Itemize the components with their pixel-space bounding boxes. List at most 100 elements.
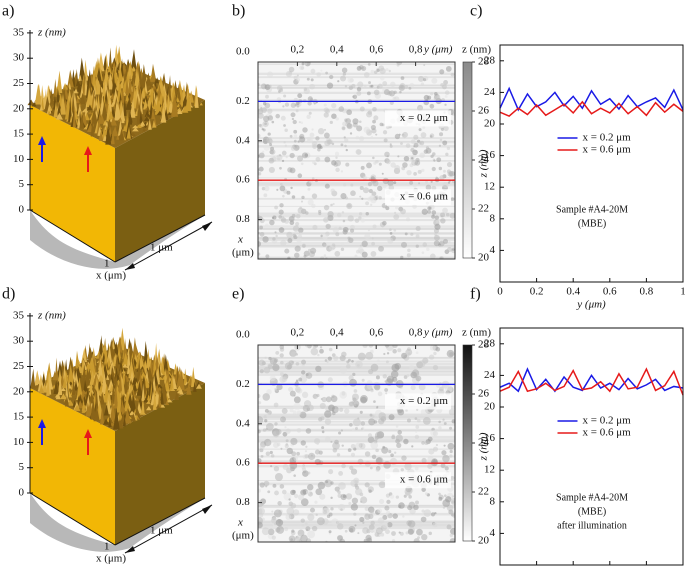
map-grain: [348, 501, 352, 505]
map-grain: [446, 161, 453, 168]
map-grain: [387, 179, 394, 187]
series-line: [499, 86, 684, 112]
map-grain: [341, 67, 348, 73]
map-grain: [431, 210, 437, 215]
map-grain: [368, 524, 375, 531]
map-grain: [444, 494, 447, 498]
surface-panel: a) 0 5 10 15 20 25 30 35 z (nm) 1 μm 1x (μm): [2, 3, 213, 282]
z-tick-label: 15: [13, 411, 25, 423]
map-grain: [404, 462, 412, 471]
map-grain: [285, 156, 288, 159]
map-grain: [287, 256, 291, 259]
map-grain: [292, 509, 300, 516]
map-grain: [334, 151, 340, 156]
x-axis-label: x (μm): [96, 553, 126, 565]
map-grain: [292, 233, 297, 238]
map-grain: [362, 428, 365, 431]
surface-spike: [101, 100, 108, 121]
map-grain: [333, 355, 339, 361]
surface-spike: [136, 381, 143, 396]
map-grain: [381, 172, 384, 175]
map-grain: [314, 449, 320, 455]
map-grain: [420, 82, 425, 86]
surface-spike: [60, 393, 67, 400]
map-grain: [383, 138, 388, 143]
map-grain: [390, 162, 396, 168]
map-grain: [281, 407, 288, 414]
map-grain: [379, 122, 384, 127]
map-grain: [442, 418, 445, 421]
map-grain: [395, 495, 400, 499]
map-grain: [432, 364, 439, 371]
map-grain: [327, 377, 333, 383]
map-grain: [388, 184, 395, 191]
map-grain: [349, 528, 354, 533]
surface-spike: [143, 116, 151, 122]
map-grain: [277, 501, 282, 506]
map-grain: [268, 84, 272, 88]
map-grain: [274, 387, 278, 391]
surface-spike: [67, 356, 75, 374]
map-grain: [342, 219, 346, 223]
surface-spike: [176, 83, 182, 102]
surface-spike: [156, 403, 161, 409]
map-grain: [358, 212, 363, 216]
map-grain: [337, 80, 340, 83]
map-grain: [259, 217, 265, 224]
surface-spike: [146, 394, 151, 402]
map-grain: [415, 244, 419, 248]
map-grain: [284, 527, 289, 532]
map-frame: [257, 61, 456, 260]
map-grain: [439, 132, 444, 137]
map-grain: [407, 248, 411, 253]
map-grain: [449, 426, 453, 430]
surface-spike: [166, 399, 173, 403]
map-grain: [272, 483, 277, 488]
map-grain: [347, 215, 354, 222]
map-grain: [346, 109, 352, 116]
map-grain: [389, 494, 395, 499]
map-grain: [404, 85, 409, 89]
map-grain: [386, 352, 390, 355]
map-grain: [395, 434, 403, 442]
map-grain: [309, 83, 315, 90]
map-grain: [312, 161, 316, 165]
map-grain: [393, 229, 397, 232]
map-grain: [415, 500, 419, 505]
map-grain: [330, 496, 333, 500]
map-grain: [347, 448, 352, 452]
map-grain: [355, 148, 362, 155]
map-grain: [366, 91, 371, 96]
y-tick-label: 16: [484, 149, 496, 161]
map-grain: [370, 69, 375, 74]
map-grain: [323, 103, 327, 107]
map-grain: [304, 522, 308, 526]
map-grain: [340, 170, 344, 173]
map-grain: [331, 160, 337, 166]
surface-spike: [72, 105, 76, 128]
map-grain: [364, 233, 371, 240]
map-grain: [372, 119, 376, 124]
map-grain: [282, 489, 287, 495]
colorbar-tick-label: 22: [478, 486, 489, 498]
map-grain: [279, 203, 284, 208]
surface-spike: [73, 88, 79, 94]
base-shadow: [30, 493, 205, 552]
map-grain: [349, 378, 357, 387]
surface-spike: [87, 104, 93, 111]
map-grain: [351, 497, 359, 504]
map-grain: [451, 512, 455, 518]
surface-spike: [121, 363, 128, 368]
map-grain: [332, 410, 335, 413]
map-grain: [389, 228, 392, 232]
map-grain: [291, 529, 295, 533]
z-axis-label: z (nm): [37, 310, 66, 322]
map-grain: [335, 117, 339, 121]
map-grain: [341, 444, 344, 447]
map-grain: [336, 453, 341, 457]
map-grain: [279, 345, 285, 350]
map-grain: [364, 451, 371, 457]
surface-spike: [171, 98, 176, 117]
map-grain: [382, 177, 389, 185]
surface-spike: [126, 126, 131, 139]
